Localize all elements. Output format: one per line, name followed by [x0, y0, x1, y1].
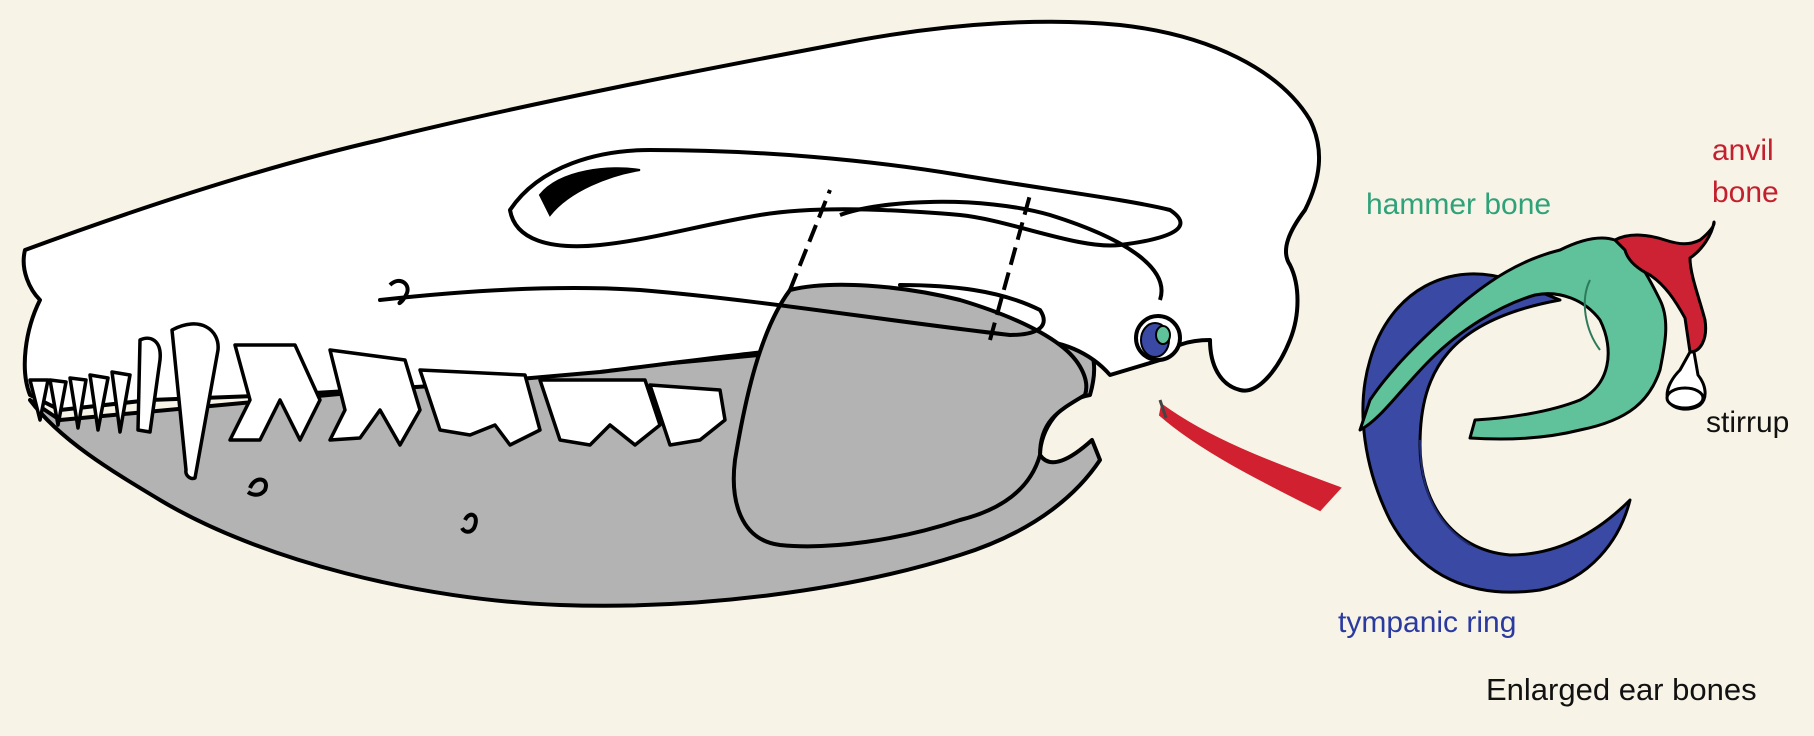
- anvil-bone-label-line1: anvil: [1712, 134, 1774, 167]
- hammer-bone: [1358, 236, 1668, 441]
- coronoid-dashed: [788, 189, 1032, 341]
- postorbital-line: [839, 199, 1164, 301]
- anvil-bone: [1613, 220, 1716, 354]
- hammer-bone-label: hammer bone: [1366, 188, 1552, 221]
- caption: Enlarged ear bones: [1486, 672, 1757, 707]
- mental-foramen-2: [460, 512, 478, 534]
- arrow-tip: [1158, 399, 1168, 419]
- stirrup-label: stirrup: [1706, 406, 1790, 439]
- arch-lower-line: [378, 283, 1046, 338]
- teeth-row: [28, 322, 727, 481]
- orbit-bar: [538, 167, 641, 217]
- tympanic-ring-label: tympanic ring: [1338, 606, 1517, 639]
- pointer-arrow: [1158, 403, 1342, 512]
- ear-canal-green: [1155, 325, 1171, 345]
- zygomatic-arch: [508, 148, 1183, 249]
- anvil-bone-label-line2: bone: [1712, 176, 1779, 209]
- infraorbital-foramen: [388, 278, 410, 306]
- enlarged-ear-bones: [1358, 220, 1716, 594]
- ramus-shade: [731, 282, 1089, 549]
- mental-foramen-1: [246, 477, 268, 497]
